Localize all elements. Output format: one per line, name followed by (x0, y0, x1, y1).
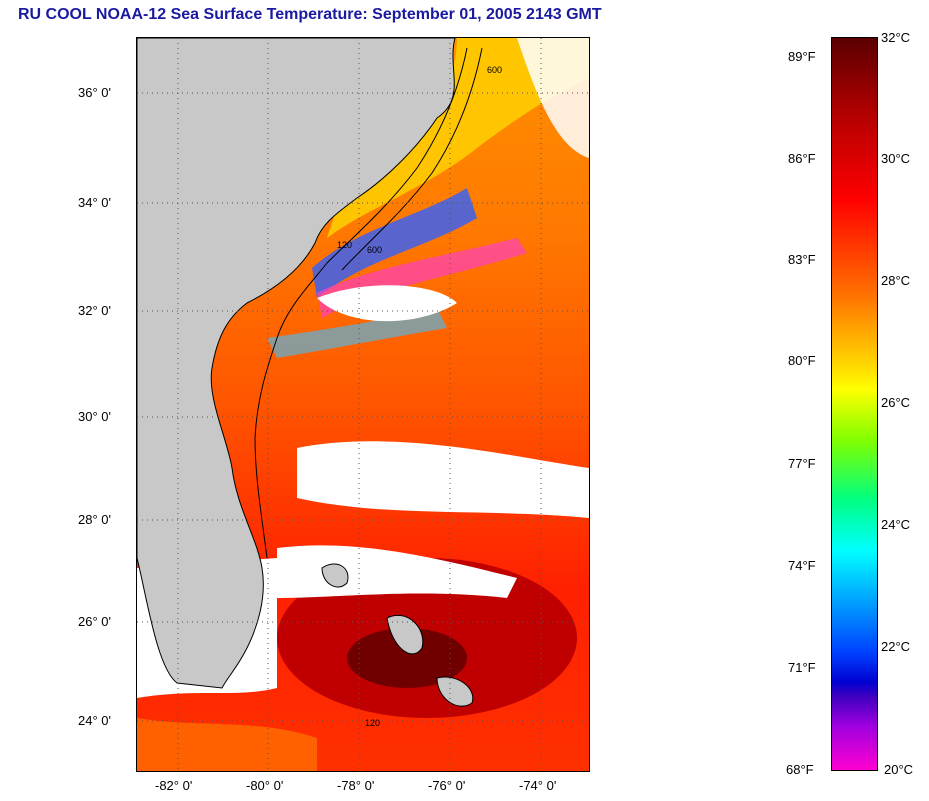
colorbar-f-label: 68°F (786, 762, 814, 777)
ocean-area (137, 718, 317, 771)
colorbar-f-label: 89°F (788, 49, 816, 64)
map-title: RU COOL NOAA-12 Sea Surface Temperature:… (18, 6, 602, 23)
colorbar-c-label: 32°C (881, 30, 911, 45)
lat-label: 34° 0' (78, 195, 111, 210)
colorbar-c-label: 26°C (881, 395, 911, 410)
colorbar-c-label: 20°C (884, 762, 914, 777)
island (436, 676, 474, 707)
lon-label: -80° 0' (246, 778, 284, 793)
lat-label: 32° 0' (78, 303, 111, 318)
temperature-colorbar (831, 37, 878, 771)
cloud-mask (517, 38, 589, 158)
lat-label: 26° 0' (78, 614, 111, 629)
isobath-contour (341, 47, 483, 271)
cool-water-band (312, 188, 477, 298)
colorbar-c-label: 22°C (881, 639, 911, 654)
contour-label: 120 (365, 718, 380, 728)
colorbar-c-label: 24°C (881, 517, 911, 532)
lat-label: 28° 0' (78, 512, 111, 527)
lon-label: -76° 0' (428, 778, 466, 793)
cool-water-band (317, 238, 527, 318)
cloud-mask (297, 441, 589, 518)
colorbar-c-label: 30°C (881, 151, 911, 166)
sst-map: 600 120 600 120 (136, 37, 590, 772)
island (386, 614, 424, 655)
colorbar-f-label: 71°F (788, 660, 816, 675)
island (321, 563, 349, 588)
isobath-contour (254, 47, 468, 559)
land-area (137, 38, 456, 689)
colorbar-f-label: 74°F (788, 558, 816, 573)
shelf-warm-band (327, 38, 589, 238)
lon-label: -74° 0' (519, 778, 557, 793)
lat-label: 24° 0' (78, 713, 111, 728)
lon-label: -82° 0' (155, 778, 193, 793)
sst-map-graphic: 600 120 600 120 (137, 38, 589, 771)
colorbar-f-label: 86°F (788, 151, 816, 166)
lon-label: -78° 0' (337, 778, 375, 793)
lat-label: 36° 0' (78, 85, 111, 100)
cool-water-band (267, 308, 447, 358)
colorbar-f-label: 77°F (788, 456, 816, 471)
colorbar-f-label: 83°F (788, 252, 816, 267)
contour-label: 120 (337, 240, 352, 250)
contour-label: 600 (487, 65, 502, 75)
warm-pool-core (347, 628, 467, 688)
grid-lines (137, 38, 589, 771)
colorbar-f-label: 80°F (788, 353, 816, 368)
colorbar-c-label: 28°C (881, 273, 911, 288)
contour-label: 600 (367, 245, 382, 255)
cloud-mask (317, 285, 457, 322)
lat-label: 30° 0' (78, 409, 111, 424)
